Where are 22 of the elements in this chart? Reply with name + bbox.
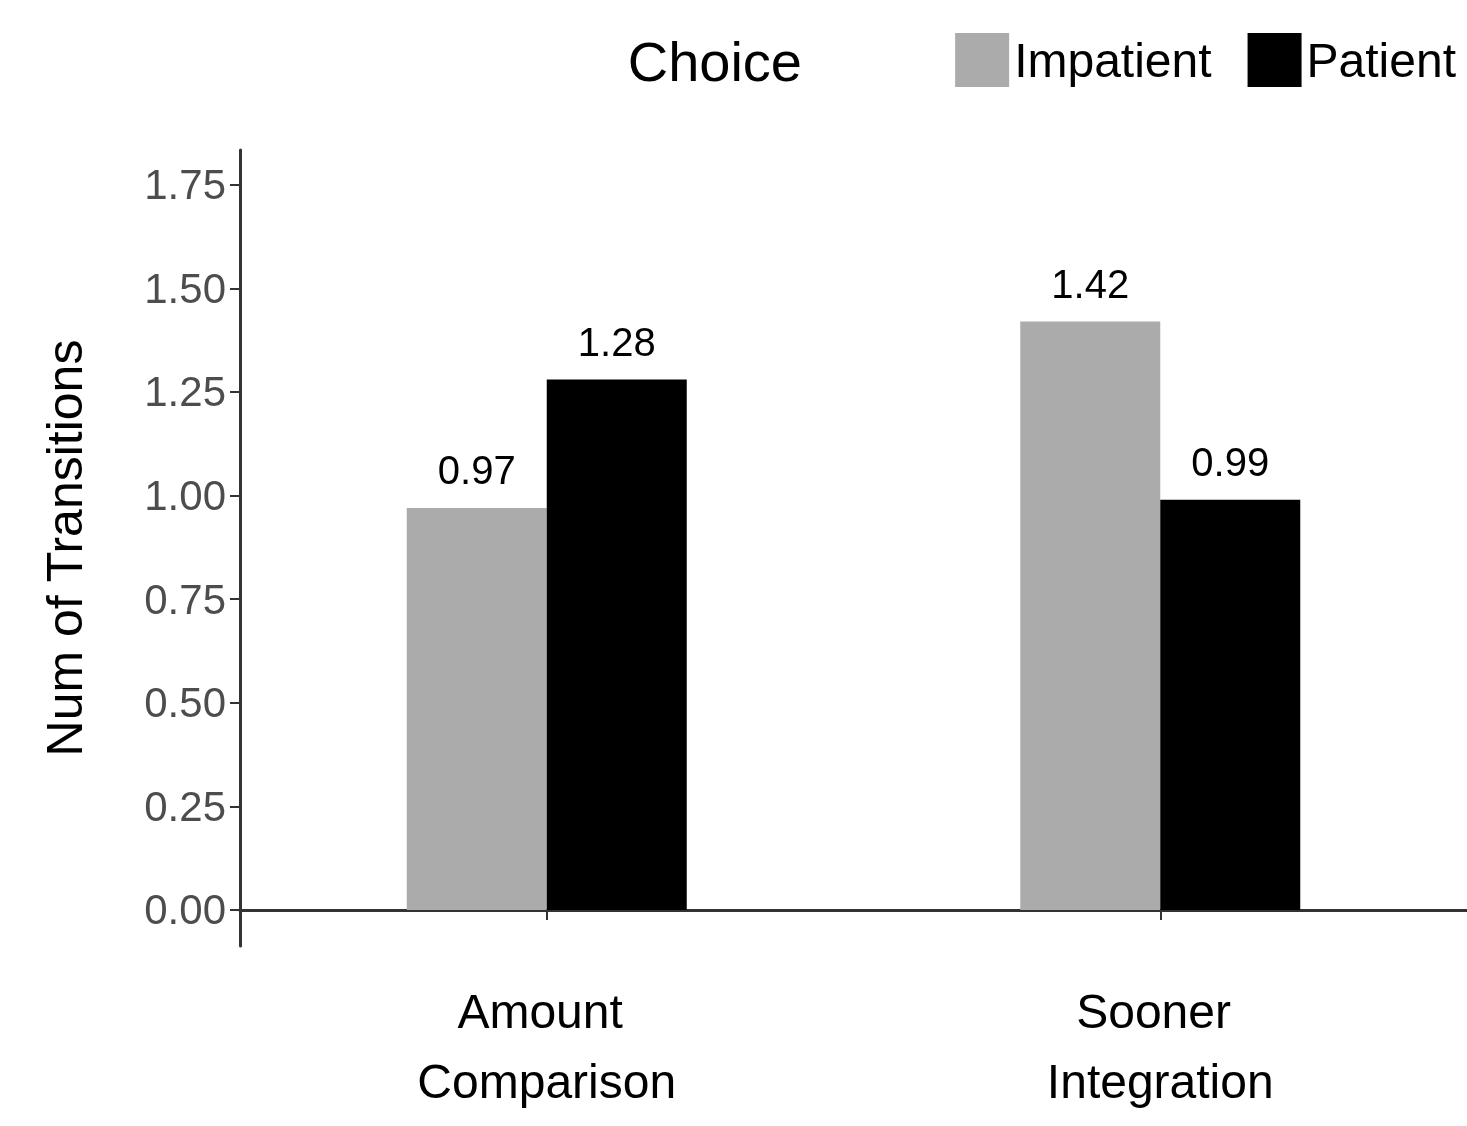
x-tick-label: Amount Comparison [417,984,677,1108]
y-tick-label: 1.25 [144,368,226,416]
legend-title: Choice [627,29,803,93]
bar [546,379,687,910]
data-label: 1.42 [1051,261,1130,306]
bar [406,508,547,910]
x-tick-label: Sooner Integration [1046,984,1274,1108]
legend-label: Patient [1306,33,1456,87]
data-label: 0.97 [437,448,516,493]
y-tick-label: 1.75 [144,161,226,209]
data-label: 1.28 [577,319,656,364]
legend-label: Impatient [1014,33,1212,87]
y-tick-label: 0.75 [144,575,226,623]
bar [1160,499,1301,910]
y-tick-label: 1.00 [144,472,226,520]
bar [1020,321,1161,910]
data-label: 0.99 [1191,439,1270,484]
y-tick-label: 1.50 [144,264,226,312]
y-tick-label: 0.50 [144,679,226,727]
y-tick-label: 0.25 [144,782,226,830]
y-axis-title: Num of Transitions [37,339,93,757]
y-tick-label: 0.00 [144,886,226,934]
